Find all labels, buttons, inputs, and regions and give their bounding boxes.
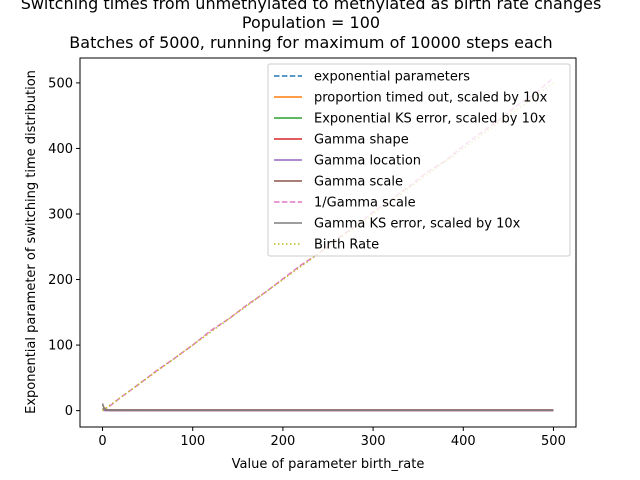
legend-label-gamma-shape: Gamma shape bbox=[314, 133, 409, 148]
x-tick-label: 0 bbox=[98, 434, 106, 449]
legend-label-gamma-location: Gamma location bbox=[314, 154, 421, 169]
x-tick-label: 400 bbox=[451, 434, 476, 449]
y-tick-label: 300 bbox=[48, 207, 73, 222]
x-tick-label: 200 bbox=[270, 434, 295, 449]
legend-label-proportion-timed-out-scaled-by-10x: proportion timed out, scaled by 10x bbox=[314, 91, 548, 106]
chart-title-line-3: Batches of 5000, running for maximum of … bbox=[69, 33, 552, 52]
y-tick-label: 200 bbox=[48, 273, 73, 288]
y-tick-label: 100 bbox=[48, 339, 73, 354]
series-line-gamma-ks-error-scaled-by-10x bbox=[101, 403, 554, 412]
legend-label-gamma-ks-error-scaled-by-10x: Gamma KS error, scaled by 10x bbox=[314, 217, 521, 232]
x-tick-label: 100 bbox=[180, 434, 205, 449]
legend-items: exponential parameters proportion timed o… bbox=[274, 70, 548, 253]
ticks-layer: 0 100 200 300 400 500 0 100 200 300 400 500 bbox=[48, 76, 566, 449]
y-tick-label: 500 bbox=[48, 76, 73, 91]
y-tick-label: 0 bbox=[65, 404, 73, 419]
legend: exponential parameters proportion timed o… bbox=[267, 63, 571, 257]
plot-frame bbox=[79, 57, 577, 428]
legend-label-1-gamma-scale: 1/Gamma scale bbox=[314, 196, 416, 211]
legend-label-birth-rate: Birth Rate bbox=[314, 238, 379, 253]
y-tick-label: 400 bbox=[48, 142, 73, 157]
legend-frame bbox=[267, 63, 571, 257]
x-axis-label: Value of parameter birth_rate bbox=[232, 457, 425, 472]
chart-title-line-2: Population = 100 bbox=[242, 13, 380, 32]
legend-label-gamma-scale: Gamma scale bbox=[314, 175, 403, 190]
x-tick-label: 300 bbox=[361, 434, 386, 449]
y-axis-label: Exponential parameter of switching time … bbox=[24, 70, 39, 414]
legend-label-exponential-parameters: exponential parameters bbox=[314, 70, 470, 85]
chart-title-line-1: Switching times from unmethylated to met… bbox=[21, 0, 602, 13]
legend-label-exponential-ks-error-scaled-by-10x: Exponential KS error, scaled by 10x bbox=[314, 112, 546, 127]
x-tick-label: 500 bbox=[541, 434, 566, 449]
